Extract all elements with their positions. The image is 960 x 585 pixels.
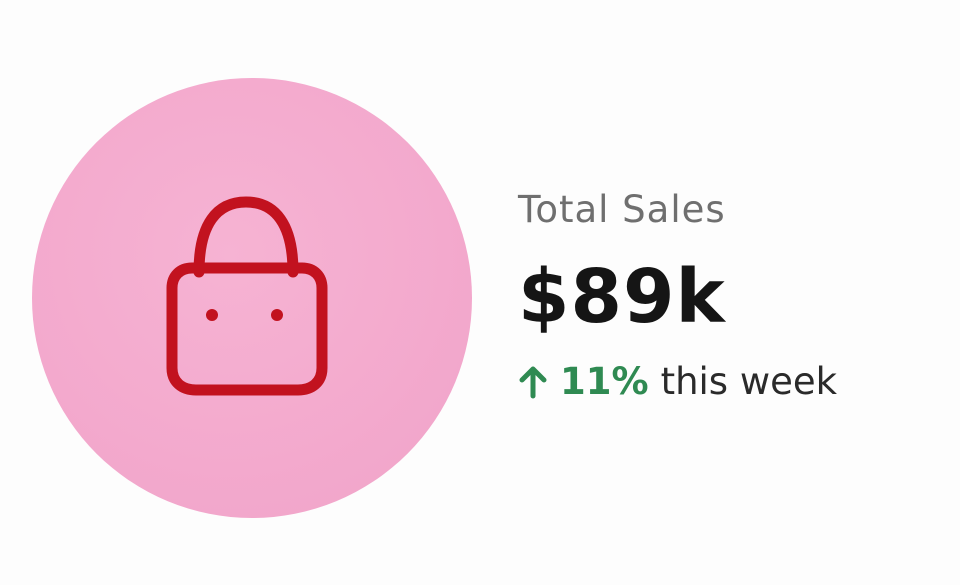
stat-info: Total Sales $89k 11% this week bbox=[518, 188, 938, 404]
icon-badge bbox=[32, 78, 472, 518]
stat-value: $89k bbox=[518, 254, 726, 340]
arrow-up-icon bbox=[518, 365, 548, 399]
stat-trend: 11% this week bbox=[518, 360, 938, 404]
trend-period: this week bbox=[660, 360, 838, 403]
trend-percent: 11% bbox=[560, 360, 649, 403]
stat-label: Total Sales bbox=[518, 188, 726, 231]
shopping-bag-icon bbox=[166, 196, 328, 396]
